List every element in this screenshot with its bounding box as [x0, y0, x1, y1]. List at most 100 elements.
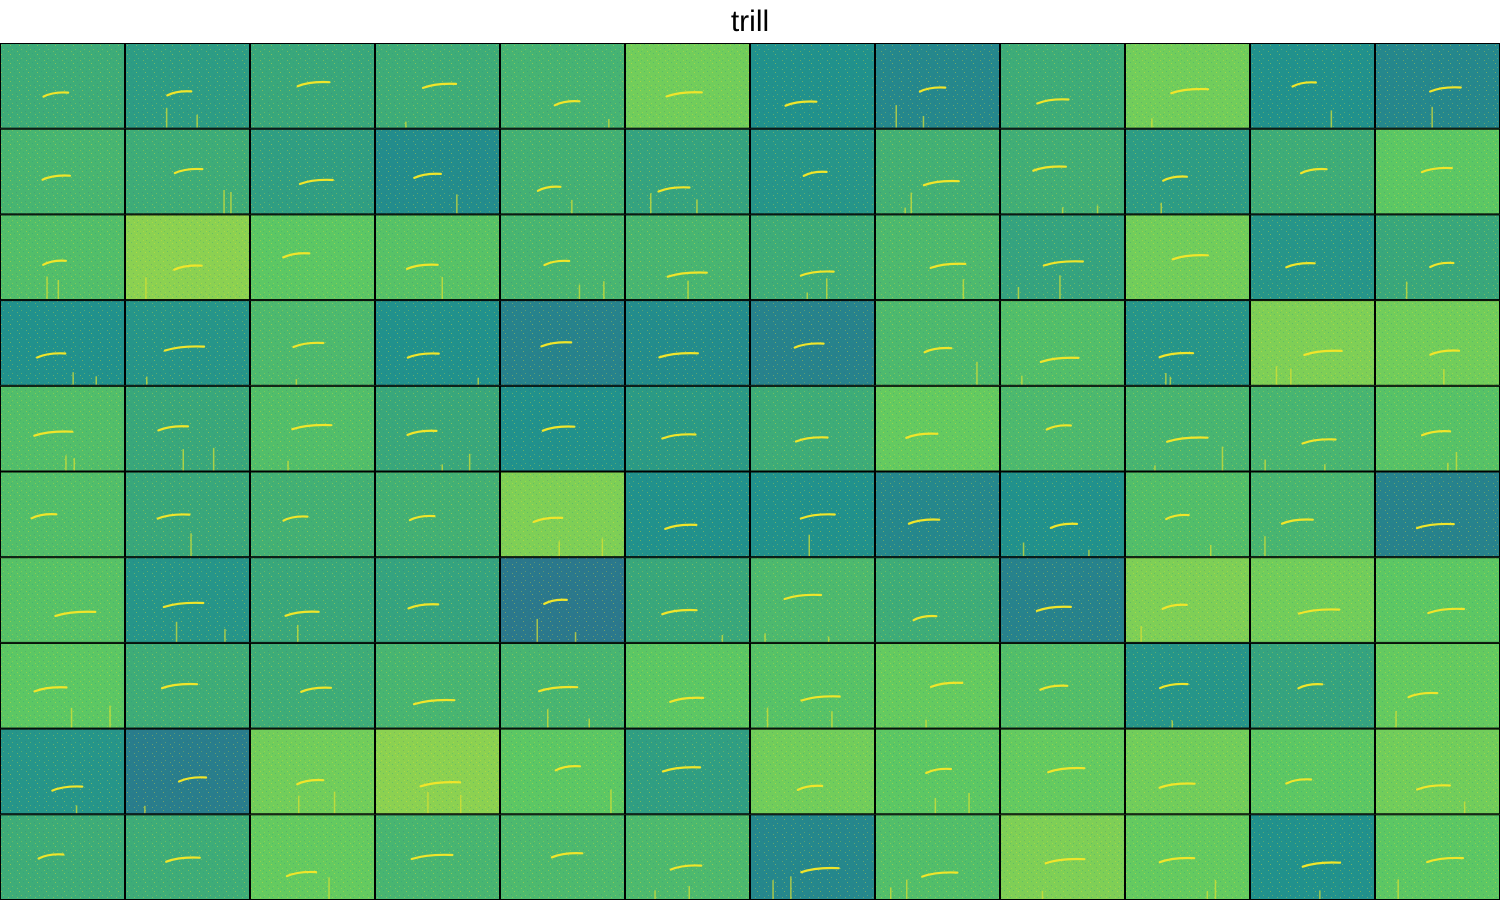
- spectrogram-tile: [500, 128, 625, 215]
- tile-border: [0, 43, 125, 129]
- spectrogram-tile: [250, 300, 375, 386]
- tile-noise-texture: [1375, 300, 1500, 386]
- call-trace: [1429, 349, 1461, 356]
- noise-mark: [57, 280, 60, 300]
- call-trace: [1171, 254, 1209, 261]
- noise-mark: [721, 635, 724, 642]
- call-trace: [282, 252, 311, 259]
- tile-noise-texture: [1000, 43, 1125, 129]
- call-trace: [796, 784, 824, 791]
- tile-noise-texture: [0, 43, 125, 129]
- tile-noise-texture: [375, 642, 500, 729]
- noise-mark: [1059, 275, 1061, 300]
- spectrogram-tile: [500, 557, 625, 643]
- tile-noise-texture: [0, 642, 125, 729]
- call-trace: [799, 270, 835, 277]
- noise-mark: [536, 618, 538, 642]
- spectrogram-tile: [375, 471, 500, 558]
- tile-border: [1000, 471, 1125, 558]
- tile-noise-texture: [1375, 385, 1500, 472]
- tile-noise-texture: [1125, 128, 1250, 215]
- noise-mark: [547, 709, 549, 728]
- call-trace: [1162, 175, 1188, 182]
- call-trace: [33, 686, 68, 693]
- tile-border: [250, 385, 375, 472]
- tile-noise-texture: [875, 43, 1000, 129]
- call-trace: [292, 341, 325, 349]
- noise-mark: [603, 281, 605, 300]
- tile-border: [875, 385, 1000, 472]
- tile-noise-texture: [1250, 385, 1375, 472]
- spectrogram-tile: [1375, 728, 1500, 815]
- tile-noise-texture: [1000, 214, 1125, 301]
- noise-mark: [333, 791, 336, 814]
- tile-border: [125, 728, 250, 815]
- spectrogram-tile: [125, 642, 250, 729]
- spectrogram-tile: [500, 471, 625, 558]
- call-trace: [54, 610, 97, 617]
- tile-noise-texture: [1125, 642, 1250, 729]
- spectrogram-tile: [1125, 814, 1250, 900]
- chart-title: trill: [730, 5, 770, 38]
- spectrogram-tile: [750, 300, 875, 386]
- spectrogram-tile: [1250, 814, 1375, 900]
- tile-border: [500, 642, 625, 729]
- call-trace: [669, 696, 705, 703]
- noise-mark: [831, 711, 833, 728]
- noise-mark: [230, 192, 232, 214]
- call-trace: [296, 80, 331, 88]
- call-trace: [1427, 607, 1466, 615]
- spectrogram-tile: [0, 300, 125, 386]
- noise-mark: [650, 193, 652, 214]
- tile-noise-texture: [1250, 642, 1375, 729]
- call-trace: [42, 91, 70, 98]
- spectrogram-tile: [0, 385, 125, 472]
- noise-mark: [904, 207, 906, 214]
- call-trace: [1166, 436, 1209, 443]
- tile-border: [125, 557, 250, 643]
- tile-noise-texture: [250, 557, 375, 643]
- spectrogram-tile: [625, 300, 750, 386]
- spectrogram-tile: [500, 642, 625, 729]
- noise-mark: [196, 114, 198, 128]
- spectrogram-tile: [125, 471, 250, 558]
- call-trace: [918, 86, 947, 93]
- spectrogram-tile: [125, 43, 250, 129]
- noise-mark: [405, 121, 407, 128]
- tile-border: [1000, 300, 1125, 386]
- spectrogram-tile: [750, 128, 875, 215]
- tile-border: [250, 128, 375, 215]
- call-trace: [1047, 766, 1086, 774]
- spectrogram-tile: [1375, 128, 1500, 215]
- noise-mark: [688, 886, 690, 899]
- noise-mark: [1171, 720, 1173, 728]
- call-trace: [284, 610, 320, 617]
- noise-mark: [925, 719, 927, 728]
- call-trace: [1285, 778, 1313, 785]
- tile-noise-texture: [125, 214, 250, 301]
- tile-border: [375, 557, 500, 643]
- call-trace: [929, 262, 967, 269]
- noise-mark: [95, 376, 97, 385]
- call-trace: [1420, 166, 1453, 174]
- tile-border: [875, 728, 1000, 815]
- spectrogram-tile: [125, 728, 250, 815]
- tile-noise-texture: [625, 642, 750, 729]
- noise-mark: [1140, 626, 1142, 642]
- call-trace: [666, 271, 708, 278]
- noise-mark: [1443, 369, 1445, 385]
- call-trace: [421, 82, 458, 89]
- tile-border: [0, 642, 125, 729]
- call-trace: [921, 871, 959, 878]
- call-trace: [51, 785, 84, 792]
- spectrogram-tile: [1375, 300, 1500, 386]
- tile-border: [0, 128, 125, 215]
- tile-border: [875, 214, 1000, 301]
- spectrogram-tile: [750, 214, 875, 301]
- tile-border: [625, 385, 750, 472]
- spectrogram-tile: [1000, 814, 1125, 900]
- noise-mark: [1021, 375, 1023, 385]
- spectrogram-tile: [1125, 43, 1250, 129]
- tile-border: [1000, 128, 1125, 215]
- spectrogram-tile: [0, 728, 125, 815]
